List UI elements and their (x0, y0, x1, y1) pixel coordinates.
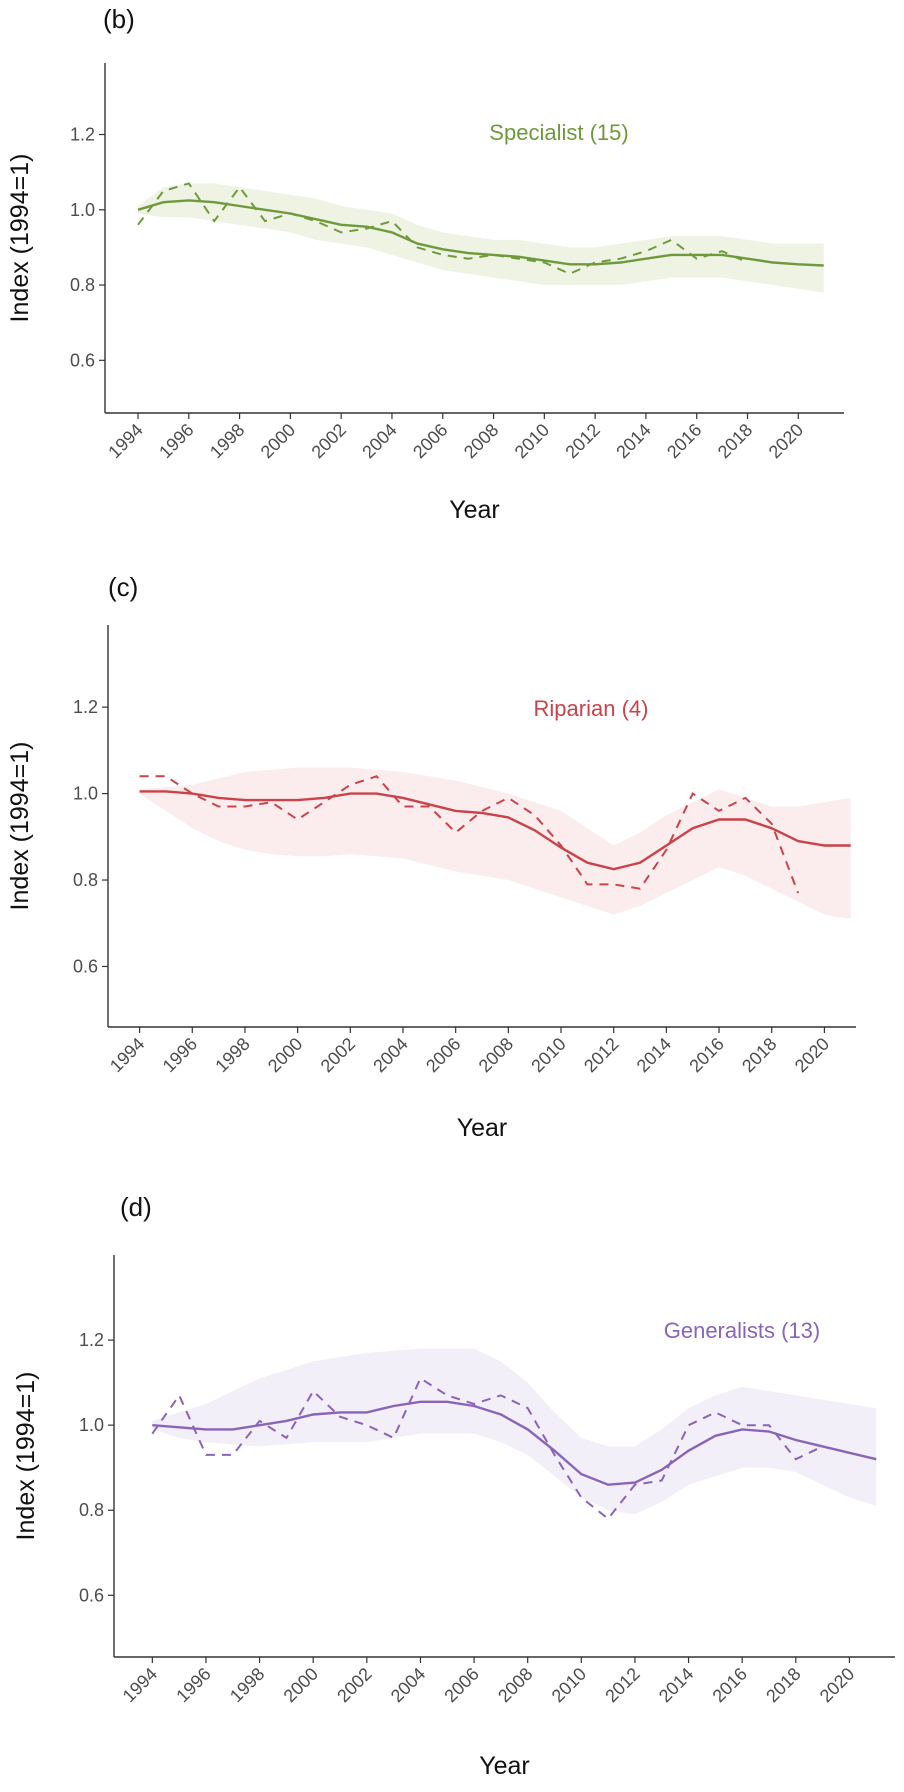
x-tick-label: 2020 (791, 1034, 833, 1076)
x-tick-label: 1998 (211, 1034, 253, 1076)
x-tick-label: 2000 (280, 1664, 322, 1706)
panel-label: (c) (108, 572, 138, 602)
x-tick-label: 2008 (475, 1034, 517, 1076)
x-tick-label: 1996 (155, 420, 197, 462)
x-tick-label: 2006 (422, 1034, 464, 1076)
x-tick-label: 2020 (765, 420, 807, 462)
x-tick-label: 2008 (460, 420, 502, 462)
y-tick-label: 1.2 (73, 697, 98, 717)
x-tick-label: 2002 (317, 1034, 359, 1076)
x-tick-label: 2012 (561, 420, 603, 462)
x-tick-label: 1994 (119, 1664, 161, 1706)
panel-label: (b) (103, 4, 135, 34)
y-axis-title: Index (1994=1) (6, 742, 34, 911)
y-axis-title: Index (1994=1) (12, 1372, 40, 1541)
annotation: Specialist (15) (489, 120, 628, 145)
x-tick-label: 2002 (333, 1664, 375, 1706)
x-tick-label: 2010 (527, 1034, 569, 1076)
x-axis-title: Year (449, 496, 500, 524)
y-tick-label: 0.8 (79, 1500, 104, 1520)
y-tick-label: 0.6 (70, 350, 95, 370)
x-tick-label: 2002 (308, 420, 350, 462)
y-axis-title: Index (1994=1) (6, 154, 34, 323)
annotation: Riparian (4) (534, 696, 649, 721)
y-tick-label: 1.0 (70, 200, 95, 220)
y-tick-label: 0.8 (73, 870, 98, 890)
annotation: Generalists (13) (664, 1318, 821, 1343)
trend-line (139, 790, 851, 871)
x-tick-label: 2004 (387, 1664, 429, 1706)
x-tick-label: 2016 (663, 420, 705, 462)
confidence-band (138, 183, 824, 293)
x-tick-label: 2006 (440, 1664, 482, 1706)
chart-panel: 0.6 0.8 1.0 1.2 1994 1996 1998 2000 2002 2004 2006… (6, 4, 844, 524)
y-tick-label: 1.2 (70, 125, 95, 145)
x-tick-label: 2018 (738, 1034, 780, 1076)
y-tick-label: 1.2 (79, 1330, 104, 1350)
x-tick-label: 2016 (685, 1034, 727, 1076)
x-tick-label: 1994 (104, 420, 146, 462)
x-tick-label: 1998 (206, 420, 248, 462)
trend-line (152, 1400, 877, 1486)
x-tick-label: 2006 (409, 420, 451, 462)
x-tick-label: 2000 (257, 420, 299, 462)
x-axis-title: Year (479, 1752, 530, 1780)
annual-index-line (151, 1376, 824, 1521)
x-tick-label: 2020 (816, 1664, 858, 1706)
trend-line (137, 199, 824, 267)
x-tick-label: 2004 (369, 1034, 411, 1076)
y-tick-label: 0.6 (79, 1585, 104, 1605)
panel-label: (d) (120, 1192, 152, 1222)
x-tick-label: 2000 (264, 1034, 306, 1076)
chart-panel: 0.6 0.8 1.0 1.2 1994 1996 1998 2000 2002 2004 2006… (6, 572, 856, 1142)
x-tick-label: 2018 (714, 420, 756, 462)
x-tick-label: 2012 (601, 1664, 643, 1706)
confidence-band (139, 767, 851, 919)
y-tick-label: 1.0 (73, 784, 98, 804)
x-tick-label: 2004 (358, 420, 400, 462)
x-tick-label: 2010 (511, 420, 553, 462)
annual-index-line (139, 775, 800, 894)
x-tick-label: 2012 (580, 1034, 622, 1076)
y-tick-label: 1.0 (79, 1415, 104, 1435)
x-tick-label: 1996 (159, 1034, 201, 1076)
y-tick-label: 0.8 (70, 275, 95, 295)
x-tick-label: 2014 (655, 1664, 697, 1706)
x-axis-title: Year (457, 1114, 508, 1142)
x-tick-label: 1998 (226, 1664, 268, 1706)
x-tick-label: 2014 (612, 420, 654, 462)
x-tick-label: 2008 (494, 1664, 536, 1706)
x-tick-label: 1996 (172, 1664, 214, 1706)
x-tick-label: 2014 (633, 1034, 675, 1076)
x-tick-label: 2018 (762, 1664, 804, 1706)
x-tick-label: 1994 (106, 1034, 148, 1076)
x-tick-label: 2010 (548, 1664, 590, 1706)
x-tick-label: 2016 (709, 1664, 751, 1706)
confidence-band (152, 1348, 877, 1515)
y-tick-label: 0.6 (73, 956, 98, 976)
chart-panel: 0.6 0.8 1.0 1.2 1994 1996 1998 2000 2002 2004 2006… (12, 1192, 895, 1780)
